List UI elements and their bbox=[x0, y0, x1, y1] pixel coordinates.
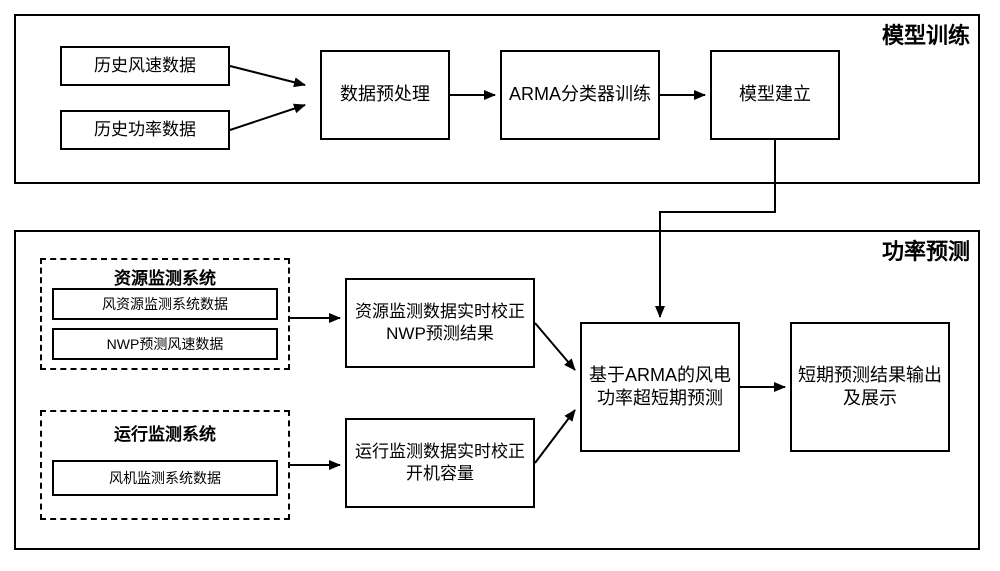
subnode-turbine: 风机监测系统数据 bbox=[52, 460, 278, 496]
node-nwp-correct: 资源监测数据实时校正NWP预测结果 bbox=[345, 278, 535, 368]
node-arma-train: ARMA分类器训练 bbox=[500, 50, 660, 140]
group-resource-title: 资源监测系统 bbox=[42, 264, 288, 289]
subnode-nwp-data-label: NWP预测风速数据 bbox=[107, 334, 224, 354]
node-output: 短期预测结果输出及展示 bbox=[790, 322, 950, 452]
group-operation-title: 运行监测系统 bbox=[42, 420, 288, 445]
node-arma-pred: 基于ARMA的风电功率超短期预测 bbox=[580, 322, 740, 452]
subnode-wind-res: 风资源监测系统数据 bbox=[52, 288, 278, 320]
subnode-nwp-data: NWP预测风速数据 bbox=[52, 328, 278, 360]
node-hist-power: 历史功率数据 bbox=[60, 110, 230, 150]
subnode-wind-res-label: 风资源监测系统数据 bbox=[102, 294, 228, 314]
node-cap-correct-label: 运行监测数据实时校正开机容量 bbox=[351, 441, 529, 485]
panel-train-title: 模型训练 bbox=[882, 18, 970, 50]
node-output-label: 短期预测结果输出及展示 bbox=[796, 364, 944, 411]
node-hist-wind-label: 历史风速数据 bbox=[94, 55, 196, 77]
node-preprocess: 数据预处理 bbox=[320, 50, 450, 140]
node-hist-power-label: 历史功率数据 bbox=[94, 119, 196, 141]
node-cap-correct: 运行监测数据实时校正开机容量 bbox=[345, 418, 535, 508]
node-model-build: 模型建立 bbox=[710, 50, 840, 140]
node-nwp-correct-label: 资源监测数据实时校正NWP预测结果 bbox=[351, 301, 529, 345]
subnode-turbine-label: 风机监测系统数据 bbox=[109, 468, 221, 488]
node-arma-pred-label: 基于ARMA的风电功率超短期预测 bbox=[586, 364, 734, 411]
node-arma-train-label: ARMA分类器训练 bbox=[509, 83, 651, 106]
diagram-canvas: 模型训练 功率预测 历史风速数据 历史功率数据 数据预处理 ARMA分类器训练 … bbox=[0, 0, 1000, 571]
node-model-build-label: 模型建立 bbox=[739, 83, 811, 106]
node-preprocess-label: 数据预处理 bbox=[340, 83, 430, 106]
panel-predict-title: 功率预测 bbox=[882, 234, 970, 266]
node-hist-wind: 历史风速数据 bbox=[60, 46, 230, 86]
